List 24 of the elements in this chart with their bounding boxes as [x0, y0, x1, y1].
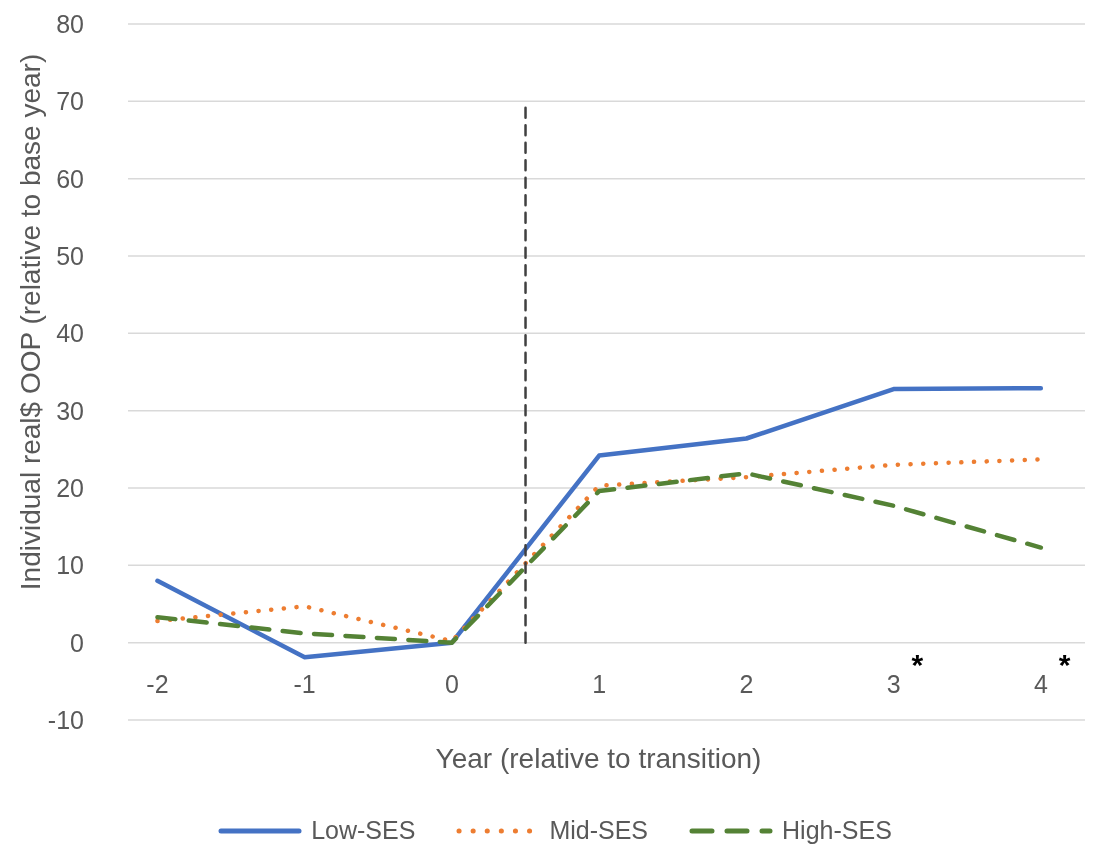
x-tick-label: 4: [1033, 669, 1048, 698]
y-tick-label: 30: [56, 396, 84, 425]
x-tick-label: 2: [739, 669, 754, 698]
legend-label: High-SES: [782, 816, 892, 845]
x-tick-label: -2: [146, 669, 169, 698]
y-tick-label: -10: [47, 706, 84, 734]
annotation: *: [911, 647, 924, 681]
y-tick-label: 20: [56, 474, 84, 502]
y-tick-label: 0: [70, 628, 84, 657]
y-tick-label: 10: [56, 551, 84, 580]
x-axis-title: Year (relative to transition): [435, 742, 762, 774]
legend-label: Mid-SES: [549, 816, 649, 845]
y-tick-label: 70: [56, 87, 84, 116]
x-tick-label: 3: [886, 669, 901, 698]
legend-label: Low-SES: [311, 816, 416, 845]
annotation: *: [1058, 647, 1071, 681]
x-tick-label: 1: [592, 669, 607, 698]
y-tick-label: 40: [56, 319, 84, 348]
y-tick-label: 50: [56, 242, 84, 270]
y-axis-title: Individual real$ OOP (relative to base year): [14, 53, 46, 591]
y-tick-label: 80: [56, 10, 84, 38]
x-tick-label: -1: [293, 669, 316, 698]
x-tick-label: 0: [444, 669, 459, 698]
y-tick-label: 60: [56, 164, 84, 193]
